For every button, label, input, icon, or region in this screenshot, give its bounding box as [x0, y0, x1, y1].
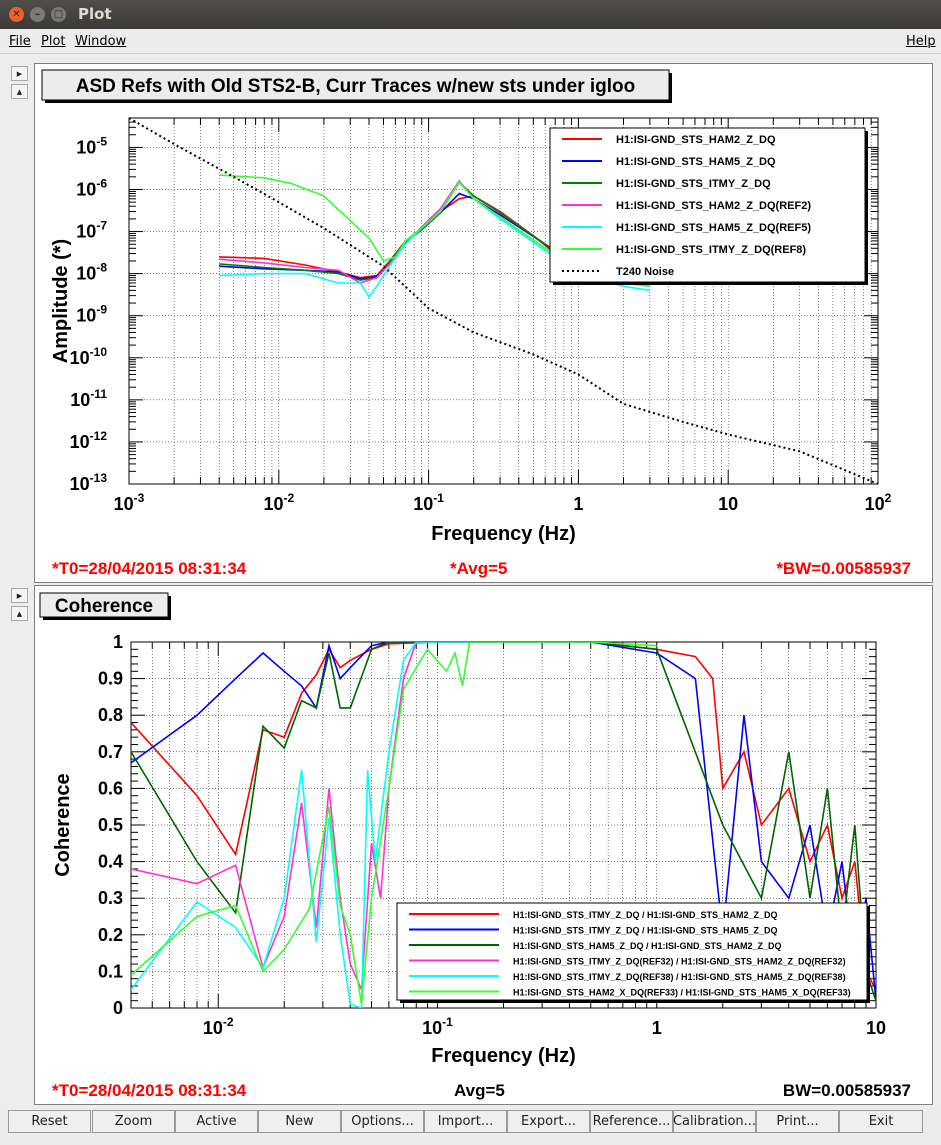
- asd-plot-pad[interactable]: 10-3 10-2 10-1 1 10 102 10-5 10-6 10-7 10-8 10-9 10…: [34, 63, 933, 583]
- window-title: Plot: [78, 5, 112, 23]
- coh-legend-label-4: H1:ISI-GND_STS_ITMY_Z_DQ(REF38) / H1:ISI…: [513, 972, 846, 982]
- button-reference[interactable]: Reference...: [590, 1110, 673, 1133]
- coh-y-tick-label: 0.1: [98, 961, 123, 981]
- close-icon[interactable]: ✕: [9, 7, 24, 22]
- coh-legend-label-5: H1:ISI-GND_STS_HAM2_X_DQ(REF33) / H1:ISI…: [513, 988, 851, 998]
- window-titlebar: ✕ – □ Plot: [0, 0, 941, 29]
- coh-series-line-5: [131, 642, 657, 1005]
- button-export[interactable]: Export...: [507, 1110, 590, 1133]
- asd-title-box: [41, 69, 670, 101]
- coh-series-line-2: [131, 642, 876, 1001]
- coh-title-box: [39, 592, 169, 618]
- button-options[interactable]: Options...: [341, 1110, 424, 1133]
- asd-y-tick-label: 10-10: [70, 345, 108, 368]
- button-reset[interactable]: Reset: [8, 1110, 91, 1133]
- coh-y-tick-label: 0.3: [98, 888, 123, 908]
- asd-x-axis-label: Frequency (Hz): [431, 523, 575, 545]
- coh-info-bw: BW=0.00585937: [783, 1081, 911, 1100]
- asd-y-tick-label: 10-13: [70, 471, 108, 494]
- coh-x-tick-label: 10-2: [203, 1015, 234, 1038]
- asd-y-tick-label: 10-11: [70, 387, 107, 410]
- coherence-plot-pad[interactable]: 10-2 10-1 1 10 0 0.1 0.2 0.3 0.4 0.5 0.6 0.7 0.8 0.9 1…: [34, 585, 933, 1105]
- coh-y-tick-label: 0.6: [98, 778, 123, 798]
- coh-y-tick-label: 0.4: [98, 852, 123, 872]
- maximize-icon[interactable]: □: [51, 7, 66, 22]
- asd-y-tick-label: 10-7: [76, 219, 107, 242]
- coh-chart-title: Coherence: [55, 596, 153, 617]
- asd-x-tick-label: 102: [865, 491, 892, 514]
- coh-y-tick-label: 0.9: [98, 669, 123, 689]
- asd-legend-label-5: H1:ISI-GND_STS_ITMY_Z_DQ(REF8): [616, 244, 806, 256]
- menu-plot[interactable]: Plot: [41, 34, 66, 49]
- pad-expand-up-icon[interactable]: ▲: [11, 84, 28, 99]
- asd-y-tick-label: 10-12: [70, 429, 108, 452]
- asd-y-tick-label: 10-9: [76, 303, 107, 326]
- coh-y-tick-label: 0.2: [98, 925, 123, 945]
- pad-expand-right-icon[interactable]: ▶: [11, 66, 28, 81]
- asd-legend-label-0: H1:ISI-GND_STS_HAM2_Z_DQ: [616, 134, 776, 146]
- coh-x-tick-label: 10-1: [422, 1015, 453, 1038]
- asd-info-t0: *T0=28/04/2015 08:31:34: [52, 559, 247, 578]
- menu-bar: File Plot Window Help: [0, 29, 941, 54]
- button-active[interactable]: Active: [175, 1110, 258, 1133]
- coh-y-tick-label: 0.8: [98, 705, 123, 725]
- button-import[interactable]: Import...: [424, 1110, 507, 1133]
- button-print[interactable]: Print...: [756, 1110, 839, 1133]
- coh-y-axis-label: Coherence: [52, 773, 74, 876]
- minimize-icon[interactable]: –: [30, 7, 45, 22]
- asd-y-axis-label: Amplitude (*): [50, 239, 72, 363]
- button-new[interactable]: New: [258, 1110, 341, 1133]
- coh-info-t0: *T0=28/04/2015 08:31:34: [52, 1081, 247, 1100]
- asd-legend-label-2: H1:ISI-GND_STS_ITMY_Z_DQ: [616, 178, 771, 190]
- menu-help[interactable]: Help: [906, 34, 936, 49]
- asd-x-tick-label: 1: [573, 494, 583, 514]
- asd-x-tick-label: 10: [718, 494, 738, 514]
- coh-y-tick-label: 0: [113, 998, 123, 1018]
- asd-y-tick-label: 10-5: [76, 134, 107, 157]
- coh-legend-label-1: H1:ISI-GND_STS_ITMY_Z_DQ / H1:ISI-GND_ST…: [513, 926, 778, 936]
- coh-legend-label-3: H1:ISI-GND_STS_ITMY_Z_DQ(REF32) / H1:ISI…: [513, 957, 846, 967]
- coherence-chart: 10-2 10-1 1 10 0 0.1 0.2 0.3 0.4 0.5 0.6 0.7 0.8 0.9 1…: [39, 592, 911, 1100]
- asd-legend-label-3: H1:ISI-GND_STS_HAM2_Z_DQ(REF2): [616, 200, 811, 212]
- asd-y-tick-label: 10-6: [76, 176, 107, 199]
- asd-info-bw: *BW=0.00585937: [776, 559, 911, 578]
- coh-y-tick-label: 1: [113, 632, 123, 652]
- pad2-expand-right-icon[interactable]: ▶: [11, 588, 28, 603]
- button-exit[interactable]: Exit: [839, 1110, 923, 1133]
- button-calibration[interactable]: Calibration...: [673, 1110, 756, 1133]
- asd-legend-label-4: H1:ISI-GND_STS_HAM5_Z_DQ(REF5): [616, 222, 811, 234]
- coh-y-tick-label: 0.5: [98, 815, 123, 835]
- coh-x-axis-label: Frequency (Hz): [431, 1045, 575, 1067]
- asd-y-tick-label: 10-8: [76, 261, 107, 284]
- coh-info-avg: Avg=5: [454, 1081, 505, 1100]
- pad2-expand-up-icon[interactable]: ▲: [11, 606, 28, 621]
- coh-legend: [396, 902, 868, 1001]
- coh-x-tick-label: 10: [866, 1018, 886, 1038]
- coh-x-tick-label: 1: [652, 1018, 662, 1038]
- menu-window[interactable]: Window: [75, 34, 127, 49]
- asd-legend-label-1: H1:ISI-GND_STS_HAM5_Z_DQ: [616, 156, 776, 168]
- coh-legend-label-0: H1:ISI-GND_STS_ITMY_Z_DQ / H1:ISI-GND_ST…: [513, 910, 778, 920]
- asd-x-tick-label: 10-1: [413, 491, 444, 514]
- coh-series-line-4: [131, 642, 591, 1008]
- coh-series-line-0: [131, 642, 876, 991]
- asd-x-tick-label: 10-2: [263, 491, 294, 514]
- button-zoom[interactable]: Zoom: [92, 1110, 175, 1133]
- asd-legend-label-6: T240 Noise: [616, 266, 674, 278]
- asd-x-tick-label: 10-3: [114, 491, 145, 514]
- coh-legend-label-2: H1:ISI-GND_STS_HAM5_Z_DQ / H1:ISI-GND_ST…: [513, 941, 782, 951]
- asd-legend: [549, 127, 866, 283]
- menu-file[interactable]: File: [9, 34, 31, 49]
- asd-chart: 10-3 10-2 10-1 1 10 10210-510-610-710-810-910…: [41, 69, 911, 578]
- asd-info-avg: *Avg=5: [450, 559, 507, 578]
- asd-chart-title: ASD Refs with Old STS2-B, Curr Traces w/…: [76, 76, 636, 97]
- coh-y-tick-label: 0.7: [98, 742, 123, 762]
